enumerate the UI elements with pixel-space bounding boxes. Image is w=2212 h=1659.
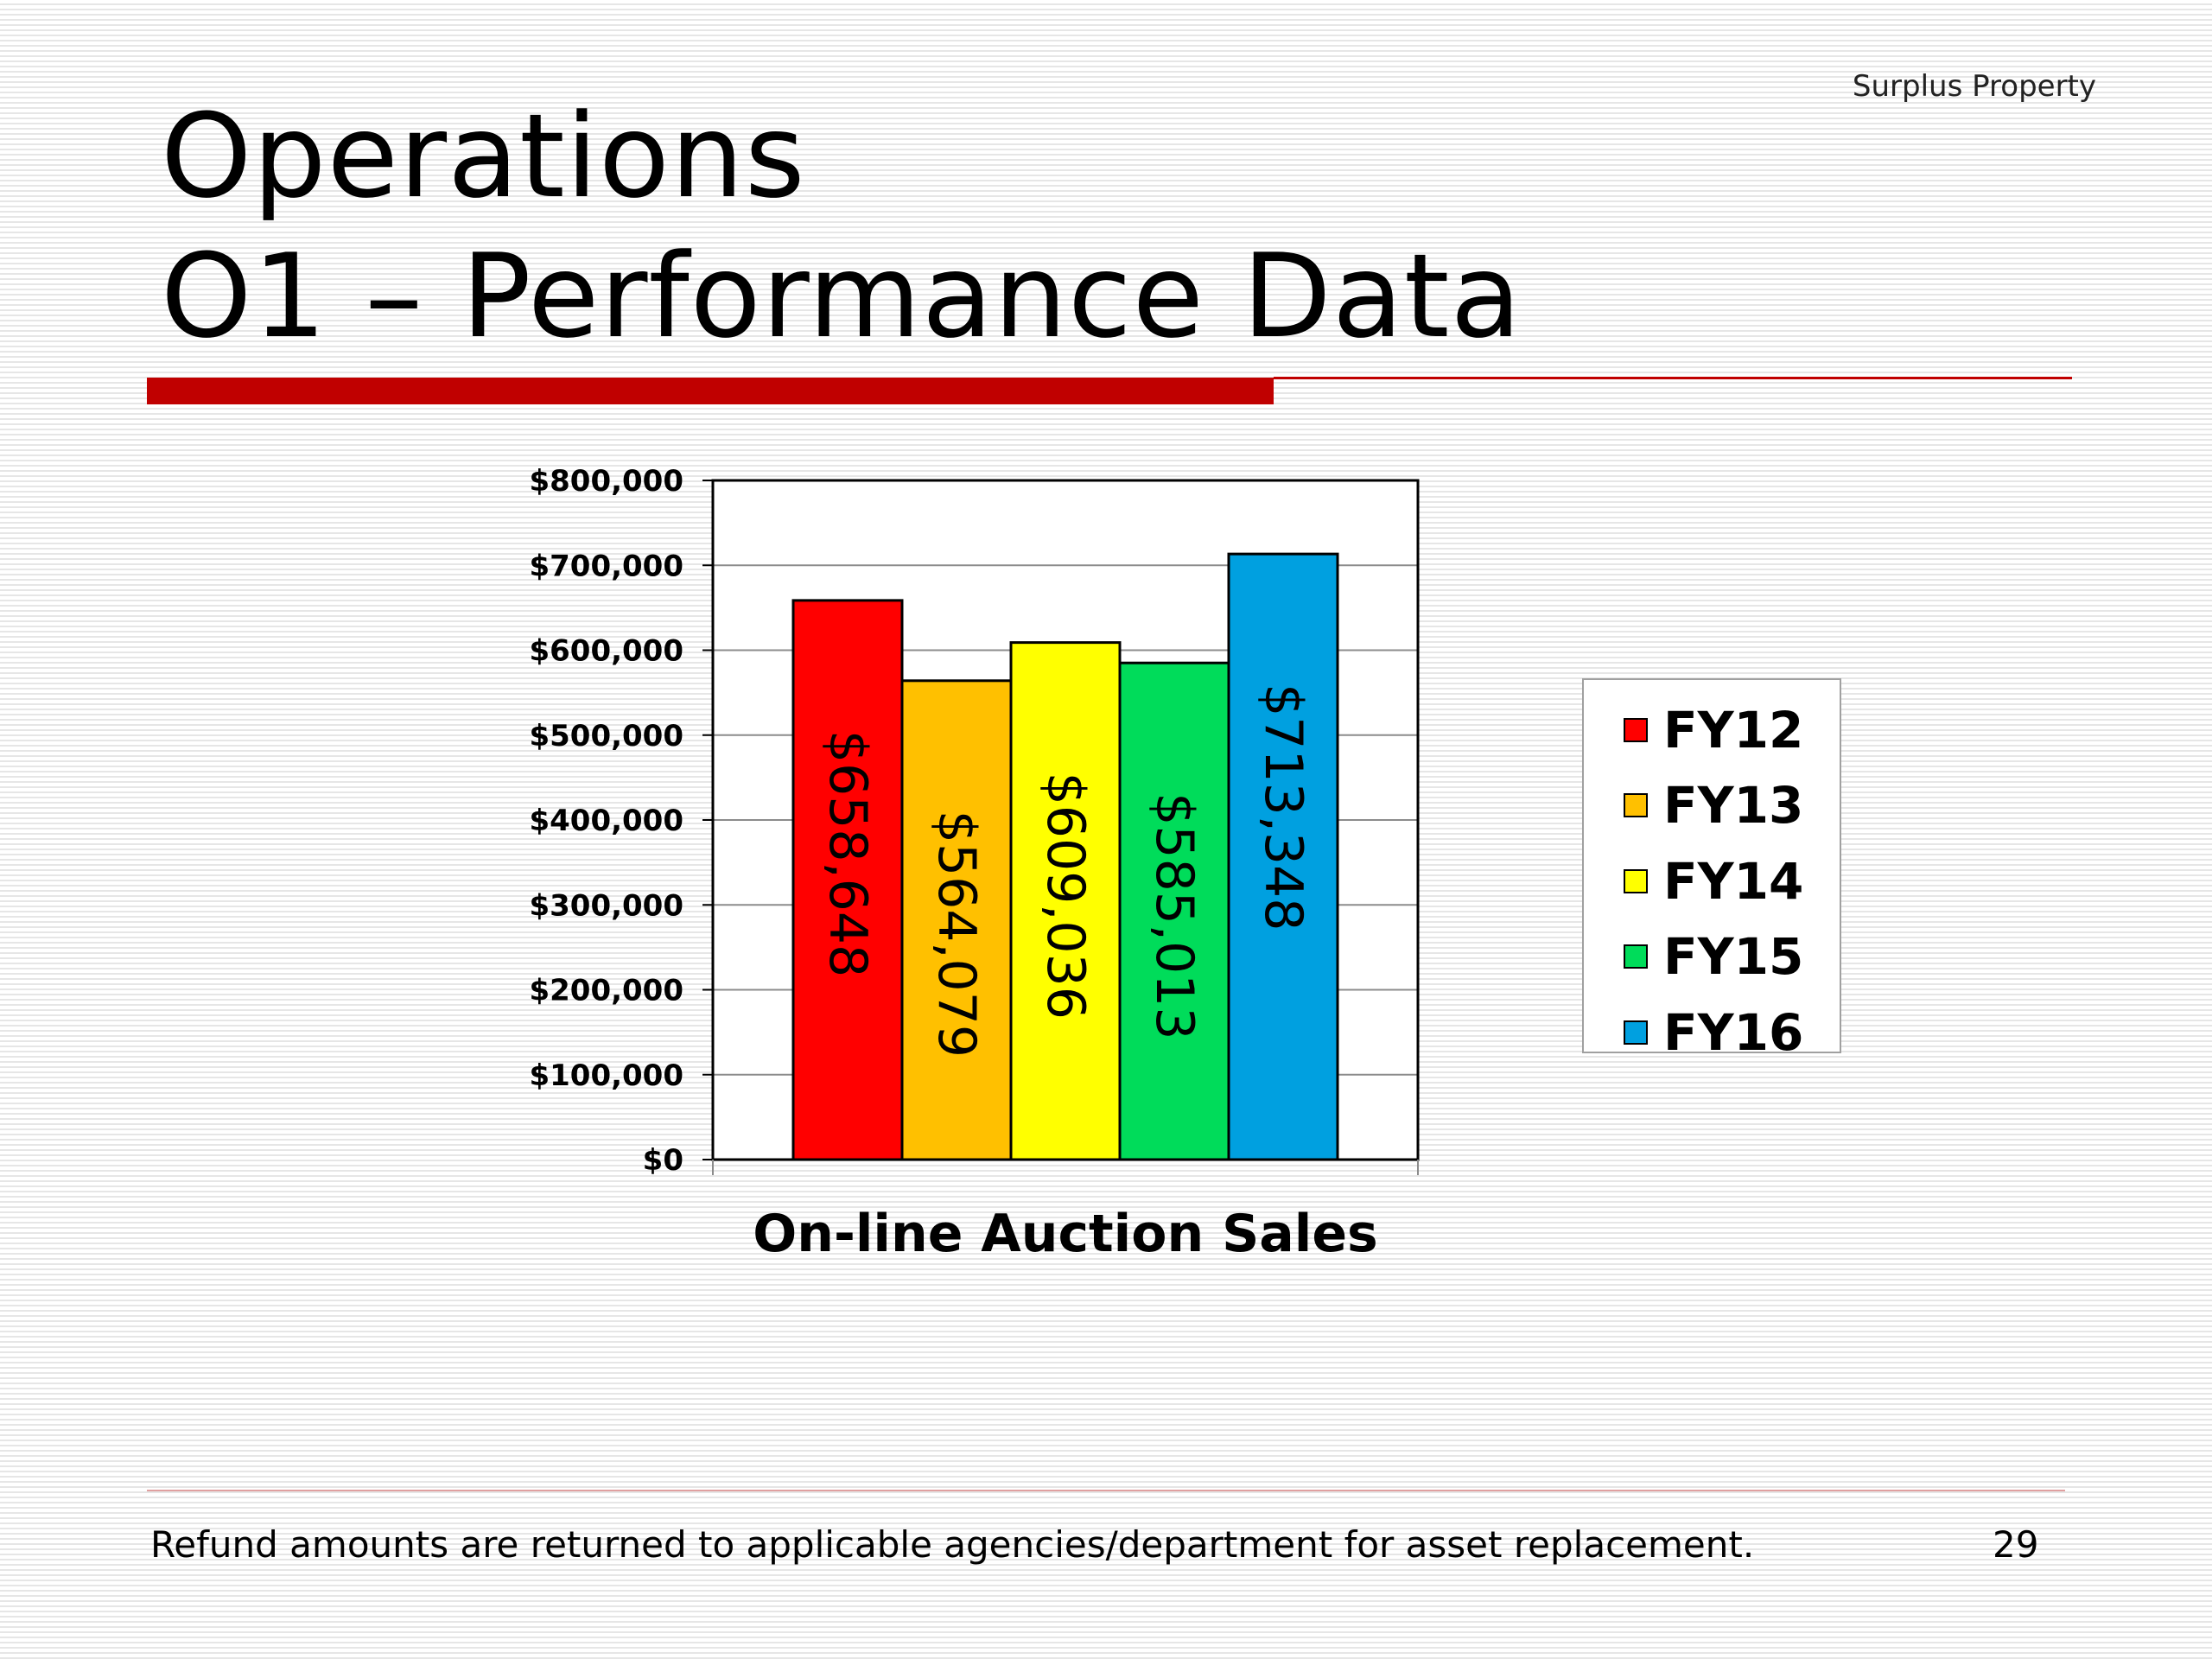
legend-label: FY15 <box>1663 927 1804 987</box>
footer-note: Refund amounts are returned to applicabl… <box>150 1523 1755 1566</box>
plot-border <box>711 479 1420 1161</box>
bar-fy14 <box>1009 641 1122 1161</box>
header-tag: Surplus Property <box>1852 69 2096 104</box>
footer-divider <box>147 1490 2065 1491</box>
y-tick-label: $300,000 <box>529 888 683 923</box>
y-tick-label: $600,000 <box>529 634 683 669</box>
legend-label: FY14 <box>1663 851 1804 911</box>
legend-label: FY12 <box>1663 700 1804 760</box>
legend-item-fy16: FY16 <box>1624 995 1840 1071</box>
title-underline-thin <box>1274 377 2072 379</box>
data-label-fy13: $564,079 <box>926 810 987 1058</box>
legend-swatch <box>1624 944 1648 969</box>
y-tick-label: $100,000 <box>529 1058 683 1093</box>
page-number: 29 <box>1993 1523 2039 1566</box>
data-label-fy12: $658,648 <box>817 730 878 977</box>
bar-fy15 <box>1118 661 1230 1161</box>
y-tick-label: $800,000 <box>529 464 683 499</box>
y-tick-label: $500,000 <box>529 719 683 753</box>
data-label-fy14: $609,036 <box>1035 772 1096 1020</box>
y-tick-label: $200,000 <box>529 974 683 1008</box>
slide-title-line2: O1 – Performance Data <box>161 229 1522 364</box>
chart-legend: FY12 FY13 FY14 FY15 FY16 <box>1582 678 1841 1062</box>
legend-swatch <box>1624 793 1648 818</box>
legend-item-fy15: FY15 <box>1624 919 1840 995</box>
title-underline-thick <box>147 378 1274 404</box>
x-axis-label: On-line Auction Sales <box>753 1204 1378 1264</box>
legend-item-fy12: FY12 <box>1624 692 1840 768</box>
bar-fy16 <box>1227 552 1339 1161</box>
y-tick-label: $700,000 <box>529 549 683 583</box>
data-label-fy15: $585,013 <box>1144 792 1205 1039</box>
data-label-fy16: $713,348 <box>1253 683 1313 931</box>
legend-swatch <box>1624 1020 1648 1045</box>
legend-label: FY13 <box>1663 776 1804 836</box>
slide-title-line1: Operations <box>161 89 806 224</box>
legend-swatch <box>1624 717 1648 742</box>
legend-swatch <box>1624 868 1648 893</box>
y-tick-label: $400,000 <box>529 804 683 838</box>
legend-label: FY16 <box>1663 1002 1804 1062</box>
slide-title: Operations O1 – Performance Data <box>161 86 1522 366</box>
y-tick-label: $0 <box>643 1143 683 1178</box>
legend-item-fy13: FY13 <box>1624 768 1840 844</box>
legend-item-fy14: FY14 <box>1624 843 1840 919</box>
